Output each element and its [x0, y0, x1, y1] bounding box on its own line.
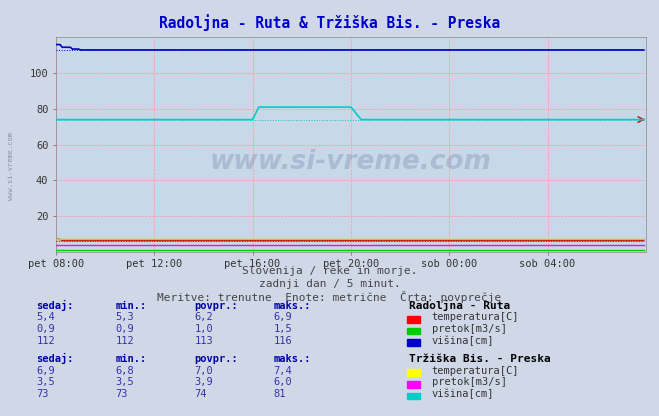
Text: 112: 112 — [36, 336, 55, 346]
Text: 3,5: 3,5 — [36, 377, 55, 387]
Text: pretok[m3/s]: pretok[m3/s] — [432, 324, 507, 334]
Text: 81: 81 — [273, 389, 286, 399]
Text: 73: 73 — [115, 389, 128, 399]
Text: Radoljna - Ruta: Radoljna - Ruta — [409, 300, 510, 311]
Text: Radoljna - Ruta & Tržiška Bis. - Preska: Radoljna - Ruta & Tržiška Bis. - Preska — [159, 15, 500, 31]
Text: 0,9: 0,9 — [115, 324, 134, 334]
Text: min.:: min.: — [115, 301, 146, 311]
Text: 7,0: 7,0 — [194, 366, 213, 376]
Text: Meritve: trenutne  Enote: metrične  Črta: povprečje: Meritve: trenutne Enote: metrične Črta: … — [158, 291, 501, 303]
Text: 0,9: 0,9 — [36, 324, 55, 334]
Text: 116: 116 — [273, 336, 292, 346]
Text: www.si-vreme.com: www.si-vreme.com — [8, 132, 14, 201]
Text: pretok[m3/s]: pretok[m3/s] — [432, 377, 507, 387]
Text: 3,9: 3,9 — [194, 377, 213, 387]
Text: 3,5: 3,5 — [115, 377, 134, 387]
Text: 1,5: 1,5 — [273, 324, 292, 334]
Text: maks.:: maks.: — [273, 354, 311, 364]
Text: povpr.:: povpr.: — [194, 301, 238, 311]
Text: min.:: min.: — [115, 354, 146, 364]
Text: Slovenija / reke in morje.: Slovenija / reke in morje. — [242, 266, 417, 276]
Text: zadnji dan / 5 minut.: zadnji dan / 5 minut. — [258, 279, 401, 289]
Text: temperatura[C]: temperatura[C] — [432, 312, 519, 322]
Text: 113: 113 — [194, 336, 213, 346]
Text: 112: 112 — [115, 336, 134, 346]
Text: www.si-vreme.com: www.si-vreme.com — [210, 149, 492, 175]
Text: sedaj:: sedaj: — [36, 300, 74, 311]
Text: 6,9: 6,9 — [273, 312, 292, 322]
Text: višina[cm]: višina[cm] — [432, 335, 494, 346]
Text: 6,0: 6,0 — [273, 377, 292, 387]
Text: 73: 73 — [36, 389, 49, 399]
Text: 1,0: 1,0 — [194, 324, 213, 334]
Text: povpr.:: povpr.: — [194, 354, 238, 364]
Text: višina[cm]: višina[cm] — [432, 389, 494, 399]
Text: Tržiška Bis. - Preska: Tržiška Bis. - Preska — [409, 354, 550, 364]
Text: 5,3: 5,3 — [115, 312, 134, 322]
Text: 5,4: 5,4 — [36, 312, 55, 322]
Text: 7,4: 7,4 — [273, 366, 292, 376]
Text: maks.:: maks.: — [273, 301, 311, 311]
Text: 6,2: 6,2 — [194, 312, 213, 322]
Text: temperatura[C]: temperatura[C] — [432, 366, 519, 376]
Text: sedaj:: sedaj: — [36, 353, 74, 364]
Text: 6,8: 6,8 — [115, 366, 134, 376]
Text: 6,9: 6,9 — [36, 366, 55, 376]
Text: 74: 74 — [194, 389, 207, 399]
